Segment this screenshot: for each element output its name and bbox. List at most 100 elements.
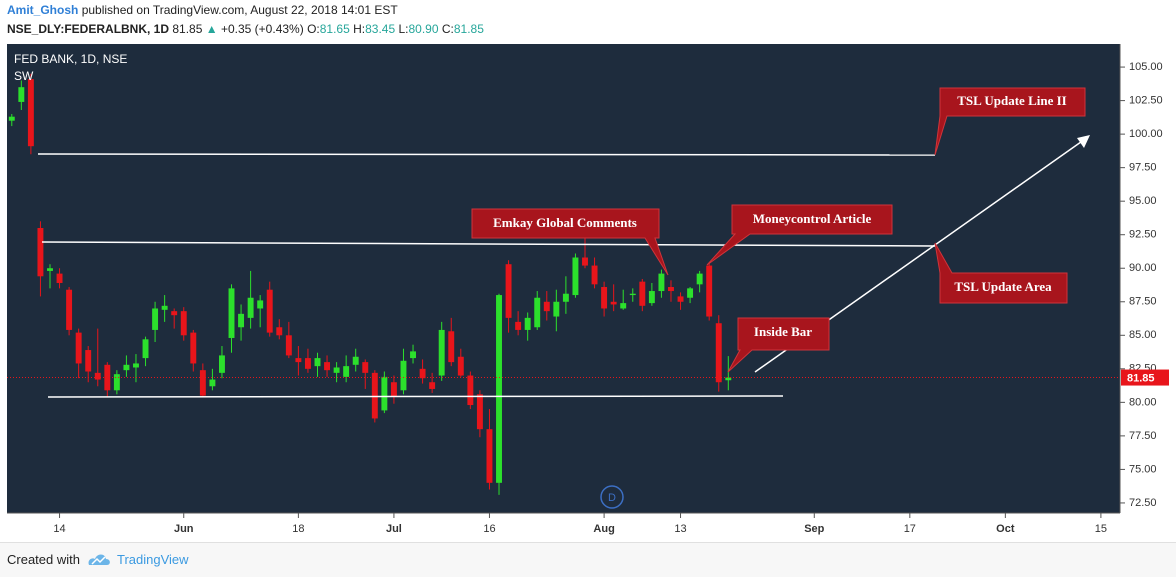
candle-body [285,335,292,356]
x-tick-label: 13 [674,523,686,535]
ohlc-label: C: [441,22,454,36]
callout-text: TSL Update Area [954,279,1052,294]
published: published on TradingView.com, August 22,… [81,3,398,17]
trend-line [37,153,936,156]
candle-body [266,289,273,333]
callout-text: Emkay Global Comments [493,215,637,230]
candles [8,73,732,495]
y-tick-label: 90.00 [1129,262,1157,274]
candle-body [476,394,483,430]
candle-body [18,87,25,102]
created-with: Created with [7,552,80,567]
x-tick-label: Sep [804,523,824,535]
candle-body [324,362,331,371]
candle-body [142,339,149,359]
callout [706,204,893,266]
y-tick-label: 72.50 [1129,497,1157,509]
candle-body [228,288,235,338]
y-tick-label: 85.00 [1129,329,1157,341]
candle-body [27,79,34,147]
candle-body [639,281,646,306]
author[interactable]: Amit_Ghosh [7,3,79,17]
y-tick-label: 87.50 [1129,296,1157,308]
footer: Created with TradingView [0,542,1176,577]
candle-body [333,367,340,373]
candle-body [582,257,588,266]
candle-body [133,363,139,368]
x-tick-label: Jul [386,523,402,535]
ohlc-value: 81.85 [453,22,484,36]
candle-body [8,116,15,121]
trend-line [47,395,784,398]
candle-body [295,358,302,363]
publish-line: Amit_Ghosh published on TradingView.com,… [7,3,398,17]
candle-body [209,379,216,387]
candle-body [257,300,264,309]
candle-body [496,295,502,483]
callout [471,208,669,276]
x-tick-label: 16 [483,523,495,535]
candle-body [37,228,44,277]
candle-body [572,257,579,296]
candle-body [486,429,493,483]
x-tick-label: Jun [174,523,194,535]
symbol: NSE_DLY:FEDERALBNK, 1D [7,22,170,36]
candle-body [104,364,111,391]
indicator-label: SW [14,69,34,83]
candle-body [180,311,187,336]
candle-body [648,291,655,304]
symbol-line: NSE_DLY:FEDERALBNK, 1D 81.85 ▲ +0.35 (+0… [7,22,484,36]
candle-body [562,293,569,302]
candle-body [448,331,455,363]
candle-body [601,287,608,309]
candle-body [75,332,82,364]
candle-body [371,372,378,419]
candle-body [658,273,665,292]
change: +0.35 (+0.43%) [220,22,304,36]
candle-body [94,372,101,380]
candle-body [706,265,713,317]
candle-body [171,311,178,316]
event-marker-text: D [608,492,616,504]
callout-text: Inside Bar [754,324,812,339]
candle-body [410,351,416,359]
arrow-head [1077,135,1090,148]
candle-body [543,301,550,312]
ohlc-label: O: [307,22,320,36]
ohlc-label: L: [398,22,409,36]
y-tick-label: 92.50 [1129,229,1157,241]
candle-body [161,305,168,310]
y-tick-label: 77.50 [1129,430,1157,442]
x-tick-label: Aug [593,523,614,535]
candle-body [314,358,321,367]
candle-body [276,327,283,336]
candle-body [85,350,92,372]
candle-body [524,317,531,330]
candle-body [66,289,73,330]
candle-body [390,382,397,397]
event-marker[interactable] [600,485,624,509]
chart: FED BANK, 1D, NSE SW TSL Update Line II … [7,44,1169,535]
candle-body [515,321,522,330]
logo [88,554,110,565]
candle-body [362,362,369,373]
candle-body [218,355,225,373]
candle-body [725,377,732,381]
ohlc-value: 83.45 [365,22,396,36]
candle-body [190,332,197,364]
candle-body [438,329,445,376]
x-tick-label: 14 [53,523,65,535]
pane [7,44,1120,513]
candle-body [620,303,627,309]
callout [934,87,1086,156]
candle-body [343,366,350,377]
y-tick-label: 95.00 [1129,195,1157,207]
brand[interactable]: TradingView [117,552,189,567]
candle-body [304,358,311,369]
candle-body [56,273,63,283]
candle-body [352,356,359,365]
last: 81.85 [172,22,203,36]
y-tick-label: 80.00 [1129,396,1157,408]
candle-body [715,323,722,383]
